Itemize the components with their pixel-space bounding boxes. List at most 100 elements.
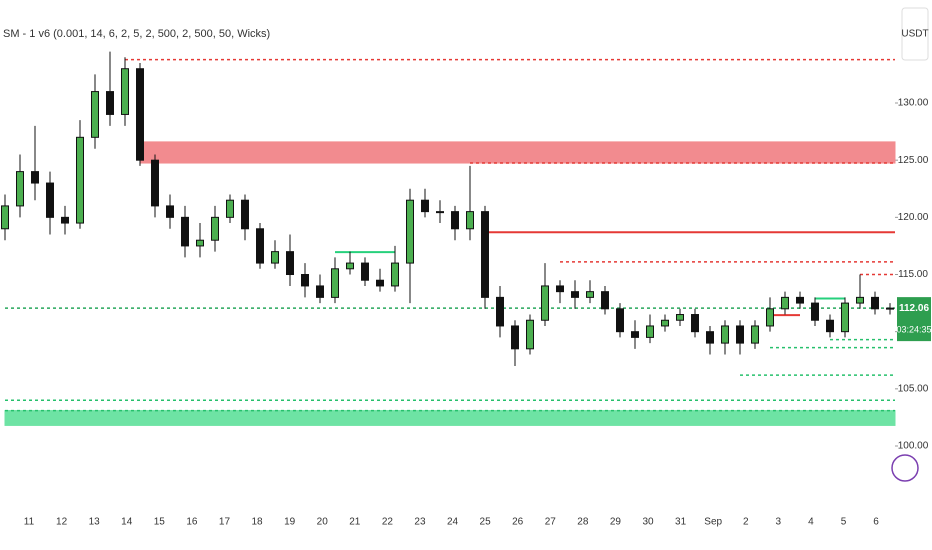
candle-body xyxy=(586,291,594,298)
candle-body xyxy=(241,199,249,230)
candle-body xyxy=(271,251,279,264)
candle-body xyxy=(616,308,624,333)
candle-body xyxy=(316,285,324,298)
candle-body xyxy=(631,331,639,338)
candle-body xyxy=(826,319,834,333)
candle-body xyxy=(436,211,444,214)
candle-body xyxy=(181,216,189,247)
candle-body xyxy=(556,285,564,293)
zone xyxy=(139,141,896,164)
candle-body xyxy=(481,211,489,298)
candle-body xyxy=(751,325,759,344)
x-tick-label: 2 xyxy=(743,517,749,528)
candle-body xyxy=(796,296,804,304)
candle-body xyxy=(1,205,9,230)
candle-body xyxy=(16,171,24,207)
candle-body xyxy=(646,325,654,338)
candle-body xyxy=(721,325,729,344)
candle-body xyxy=(346,262,354,270)
countdown: 03:24:35 xyxy=(896,324,931,334)
y-tick-label: 105.00 xyxy=(898,383,929,394)
x-tick-label: 22 xyxy=(382,517,394,528)
candle-body xyxy=(31,171,39,184)
candle-body xyxy=(886,307,894,310)
x-tick-label: 6 xyxy=(873,517,879,528)
y-tick-label: 115.00 xyxy=(898,269,928,280)
x-tick-label: 18 xyxy=(251,517,263,528)
candle-body xyxy=(136,68,144,161)
currency: USDT xyxy=(901,29,928,40)
x-tick-label: 16 xyxy=(186,517,198,528)
x-tick-label: 28 xyxy=(577,517,589,528)
candle-body xyxy=(286,251,294,276)
candle-body xyxy=(541,285,549,321)
x-tick-label: 29 xyxy=(610,517,622,528)
candle-body xyxy=(46,182,54,218)
x-tick-label: 31 xyxy=(675,517,687,528)
candle-body xyxy=(226,199,234,218)
candle-body xyxy=(196,239,204,247)
candle-body xyxy=(841,302,849,333)
candle-body xyxy=(91,91,99,138)
x-tick-label: 13 xyxy=(89,517,101,528)
x-tick-label: 21 xyxy=(349,517,361,528)
x-tick-label: 11 xyxy=(24,517,35,528)
x-tick-label: 24 xyxy=(447,517,459,528)
candle-body xyxy=(76,136,84,224)
candle-body xyxy=(871,296,879,310)
y-tick-label: 100.00 xyxy=(898,441,929,452)
candle-body xyxy=(466,211,474,230)
x-tick-label: Sep xyxy=(704,517,722,528)
x-tick-label: 12 xyxy=(56,517,68,528)
candle-body xyxy=(256,228,264,264)
candle-body xyxy=(661,319,669,327)
candle-body xyxy=(496,296,504,327)
x-tick-label: 20 xyxy=(317,517,329,528)
candle-body xyxy=(301,274,309,287)
candle-body xyxy=(601,291,609,310)
candle-body xyxy=(781,296,789,310)
candle-body xyxy=(571,291,579,298)
candle-body xyxy=(856,296,864,304)
logo xyxy=(891,454,919,482)
currency-box[interactable] xyxy=(901,7,929,61)
chart-title: SM - 1 v6 (0.001, 14, 6, 2, 5, 2, 500, 2… xyxy=(3,28,270,40)
candle-body xyxy=(811,302,819,321)
x-tick-label: 26 xyxy=(512,517,524,528)
candle-body xyxy=(766,308,774,327)
candle-body xyxy=(361,262,369,281)
candle-body xyxy=(691,314,699,333)
candle-body xyxy=(211,216,219,241)
candle-body xyxy=(151,159,159,207)
candle-body xyxy=(421,199,429,213)
candle-body xyxy=(376,279,384,287)
x-tick-label: 4 xyxy=(808,517,814,528)
x-tick-label: 19 xyxy=(284,517,296,528)
candle-body xyxy=(706,331,714,344)
x-tick-label: 30 xyxy=(642,517,654,528)
candle-body xyxy=(511,325,519,350)
candle-body xyxy=(406,199,414,264)
candle-body xyxy=(61,216,69,224)
candle-body xyxy=(106,91,114,115)
x-tick-label: 17 xyxy=(219,517,231,528)
y-tick-label: 130.00 xyxy=(898,98,929,109)
x-tick-label: 27 xyxy=(545,517,557,528)
x-tick-label: 25 xyxy=(480,517,492,528)
candle-body xyxy=(331,268,339,298)
price-box xyxy=(897,297,931,342)
x-tick-label: 5 xyxy=(841,517,847,528)
x-tick-label: 3 xyxy=(776,517,782,528)
candle-body xyxy=(451,211,459,230)
candle-body xyxy=(121,68,129,115)
candle-body xyxy=(166,205,174,218)
x-tick-label: 14 xyxy=(121,517,133,528)
candle-body xyxy=(736,325,744,344)
x-tick-label: 23 xyxy=(414,517,426,528)
candle-body xyxy=(526,319,534,350)
price-label: 112.06 xyxy=(899,303,929,314)
y-tick-label: 120.00 xyxy=(898,212,929,223)
